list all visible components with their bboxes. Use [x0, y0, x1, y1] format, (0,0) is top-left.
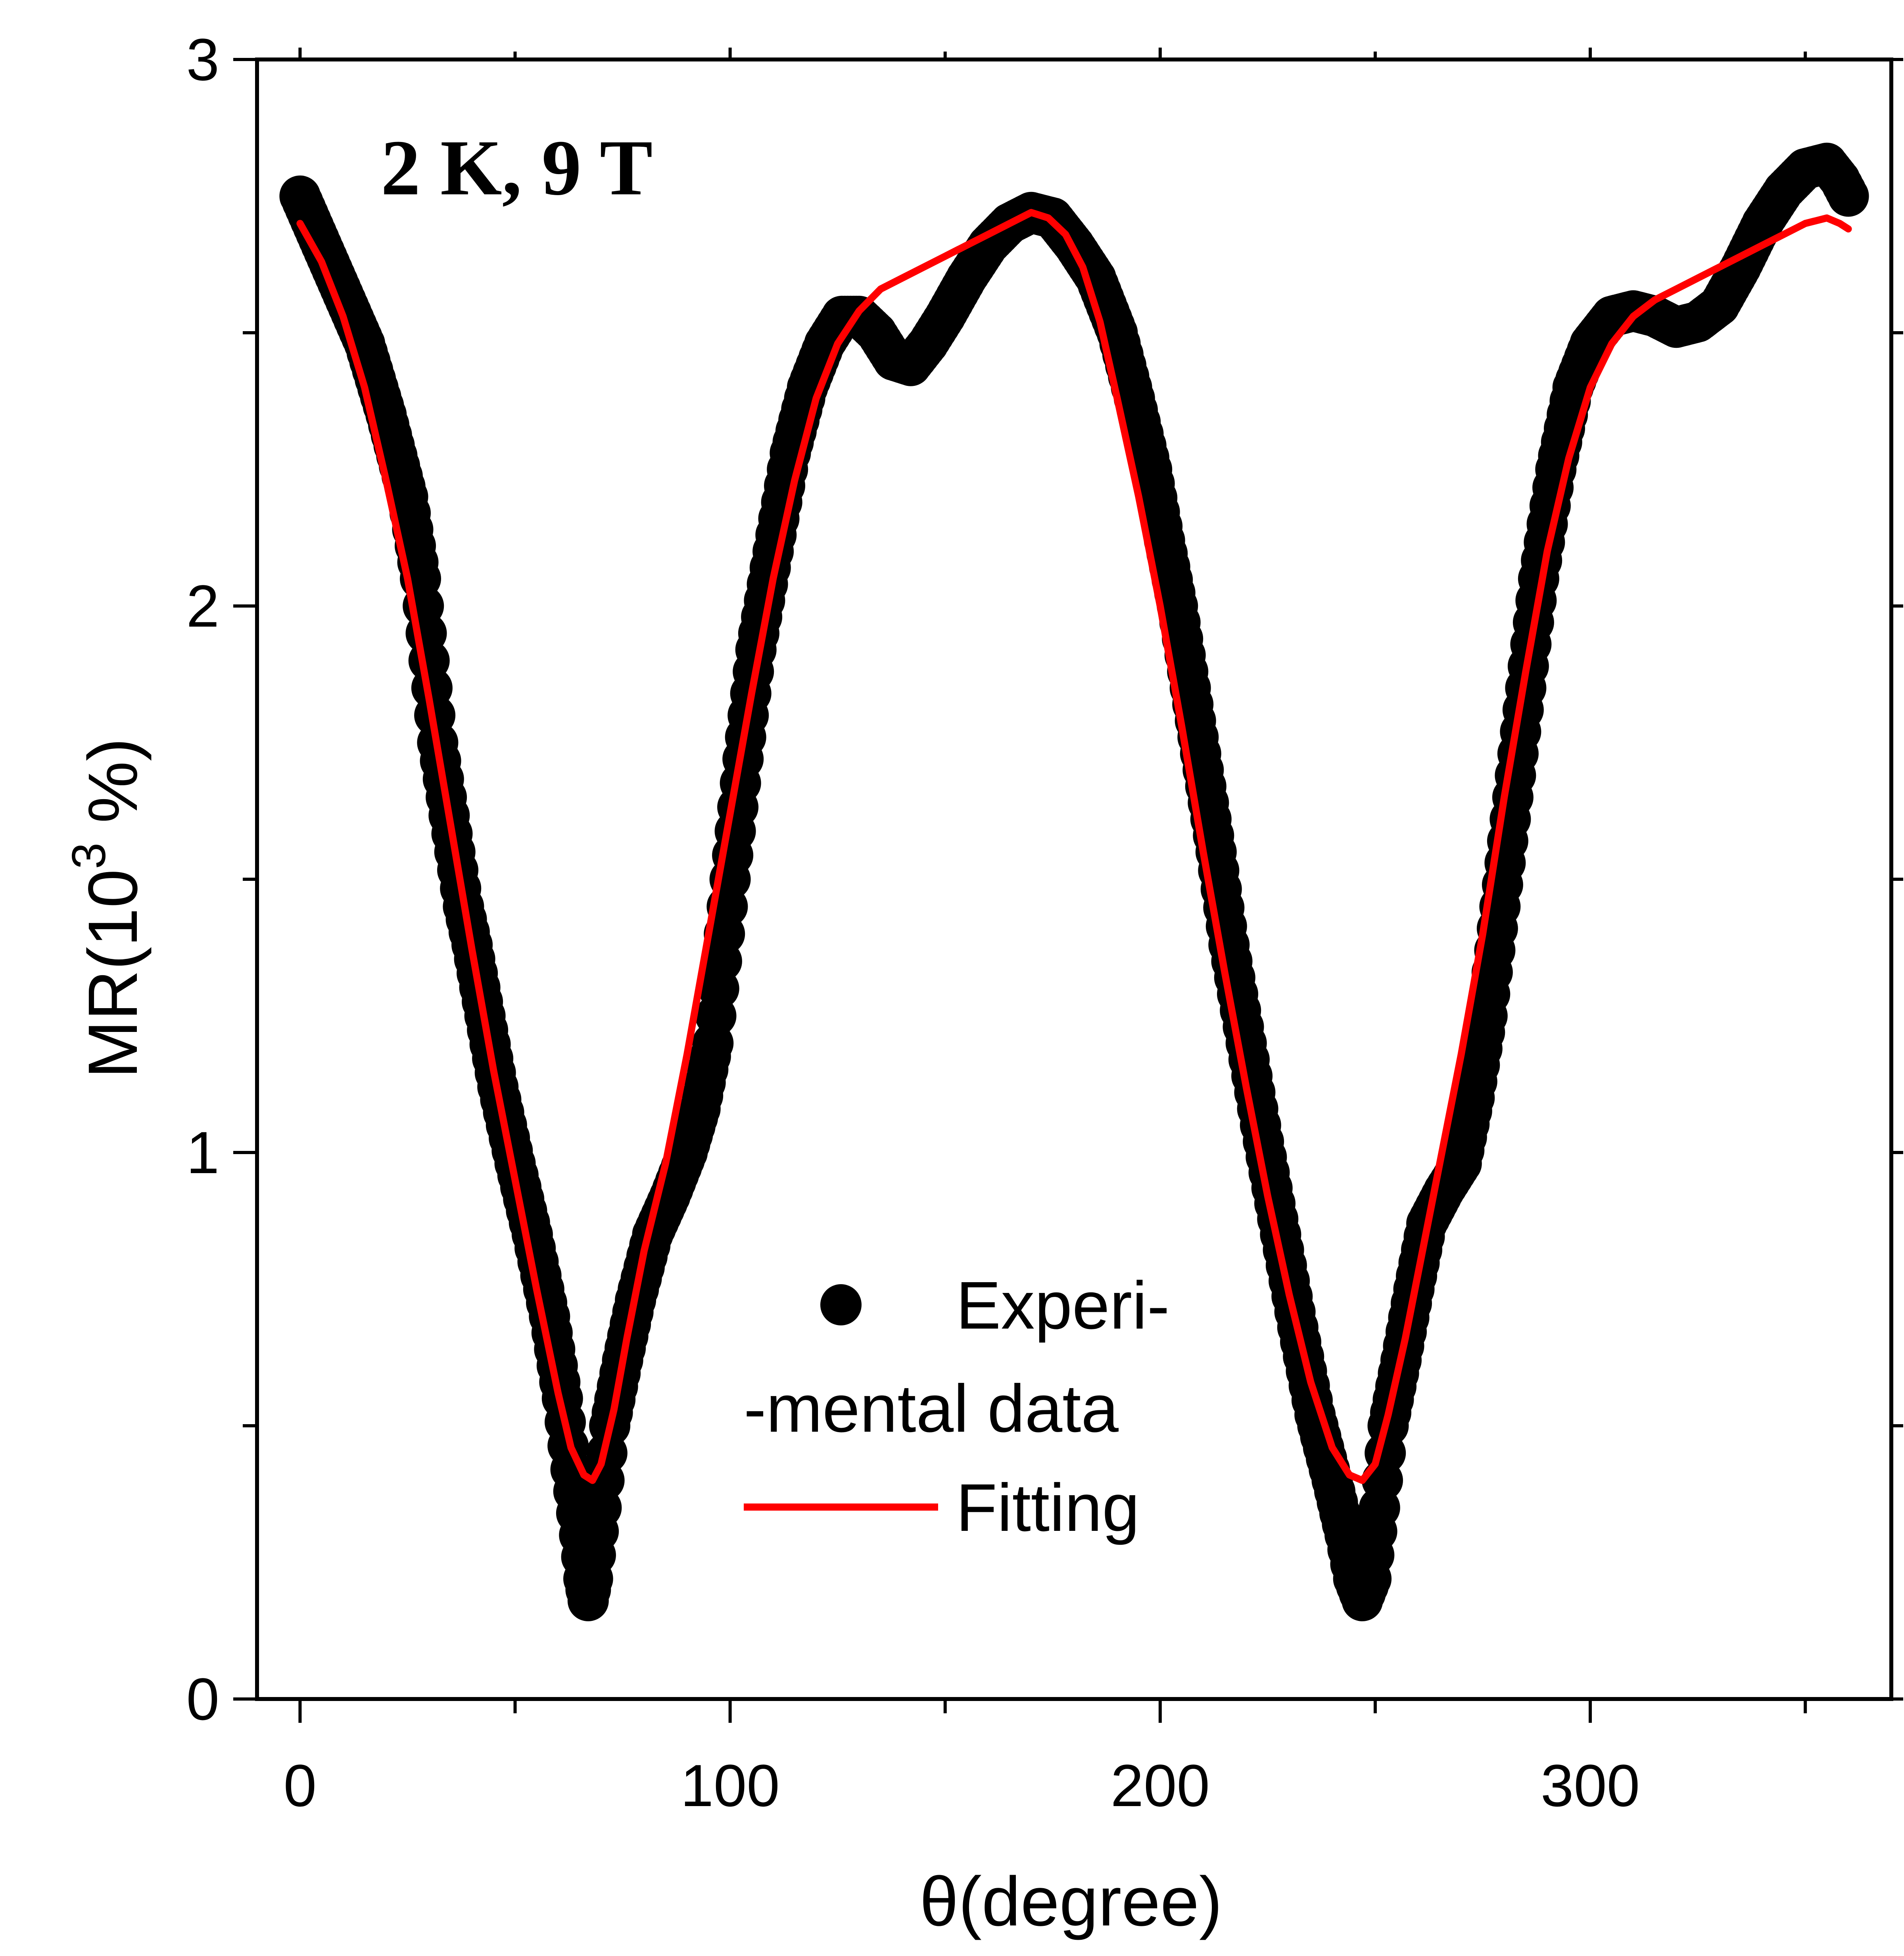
y-axis-title-superscript: 3 [62, 843, 115, 869]
x-tick-label: 300 [1541, 1752, 1640, 1819]
y-axis-title: MR(103 %) [62, 738, 152, 1079]
x-tick-label: 200 [1111, 1752, 1210, 1819]
y-tick-label: 3 [186, 26, 219, 93]
legend-experimental-marker [820, 1284, 862, 1325]
y-tick-label: 0 [186, 1666, 219, 1732]
data-layer [279, 142, 1869, 1621]
x-axis-title: θ(degree) [919, 1863, 1222, 1941]
x-tick-label: 0 [284, 1752, 317, 1819]
y-tick-label: 1 [186, 1119, 219, 1186]
experimental-data-point [1827, 175, 1869, 217]
legend-experimental-label-line2: -mental data [744, 1371, 1119, 1446]
y-axis-title-main: MR(10 [74, 869, 152, 1078]
legend: Experi- -mental data Fitting [744, 1268, 1169, 1546]
legend-fitting-label: Fitting [956, 1470, 1140, 1546]
legend-experimental-label-line1: Experi- [956, 1268, 1169, 1343]
condition-annotation: 2 K, 9 T [381, 124, 653, 212]
tick-layer: 0 100 200 300 0 1 2 3 [186, 26, 1903, 1819]
y-tick-label: 2 [186, 573, 219, 639]
y-axis-title-tail: %) [74, 738, 152, 843]
fitting-line [296, 209, 1852, 1484]
x-tick-label: 100 [680, 1752, 779, 1819]
